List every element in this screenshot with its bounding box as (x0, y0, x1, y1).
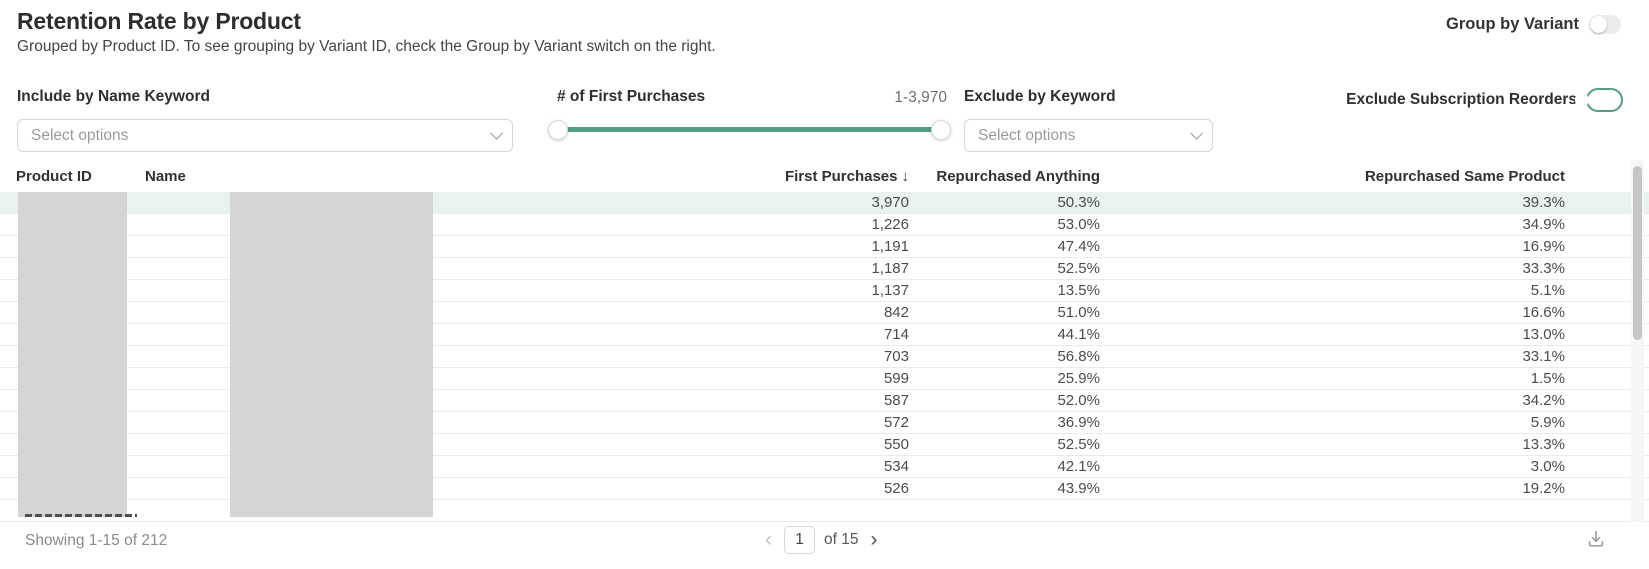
redaction-block-name (230, 192, 433, 517)
slider-track (557, 127, 947, 132)
slider-handle-max[interactable] (931, 120, 951, 140)
chevron-down-icon (1190, 127, 1203, 140)
filters-row: Include by Name Keyword Select options #… (0, 88, 1649, 156)
group-by-variant-control: Group by Variant (1446, 15, 1621, 34)
include-keyword-filter: Include by Name Keyword Select options (17, 88, 513, 152)
slider-handle-min[interactable] (548, 120, 568, 140)
cell-repurchased-same-product: 34.2% (1522, 392, 1565, 409)
exclude-keyword-filter: Exclude by Keyword Select options (964, 88, 1213, 152)
exclude-subscription-toggle[interactable] (1575, 88, 1623, 112)
cell-repurchased-same-product: 13.0% (1522, 326, 1565, 343)
pagination: ‹ of 15 › (762, 526, 880, 554)
column-header-product-id[interactable]: Product ID (16, 167, 92, 185)
cell-first-purchases: 1,191 (871, 238, 909, 255)
select-placeholder: Select options (31, 126, 129, 144)
scrollbar-thumb[interactable] (1633, 166, 1642, 340)
page-number-input[interactable] (784, 526, 815, 554)
exclude-keyword-select[interactable]: Select options (964, 119, 1213, 152)
cell-repurchased-anything: 25.9% (1057, 370, 1100, 387)
cell-first-purchases: 3,970 (871, 194, 909, 211)
cell-repurchased-anything: 36.9% (1057, 414, 1100, 431)
sort-descending-icon: ↓ (901, 167, 910, 185)
cell-first-purchases: 587 (883, 392, 909, 409)
exclude-subscription-label: Exclude Subscription Reorders (1346, 91, 1577, 108)
cell-first-purchases: 1,137 (871, 282, 909, 299)
cell-repurchased-anything: 52.5% (1057, 436, 1100, 453)
cell-repurchased-same-product: 16.6% (1522, 304, 1565, 321)
cell-repurchased-anything: 52.0% (1057, 392, 1100, 409)
cell-first-purchases: 842 (883, 304, 909, 321)
cell-repurchased-same-product: 33.1% (1522, 348, 1565, 365)
cell-repurchased-anything: 47.4% (1057, 238, 1100, 255)
cell-repurchased-same-product: 34.9% (1522, 216, 1565, 233)
column-header-first-purchases[interactable]: First Purchases ↓ (784, 167, 910, 185)
column-header-name[interactable]: Name (145, 167, 186, 185)
cell-first-purchases: 1,226 (871, 216, 909, 233)
cell-repurchased-same-product: 33.3% (1522, 260, 1565, 277)
previous-page-button[interactable]: ‹ (765, 528, 772, 551)
cell-repurchased-same-product: 13.3% (1522, 436, 1565, 453)
first-purchases-label: # of First Purchases (557, 88, 706, 105)
cell-first-purchases: 1,187 (871, 260, 909, 277)
select-placeholder: Select options (978, 126, 1076, 144)
cell-repurchased-anything: 52.5% (1057, 260, 1100, 277)
cell-first-purchases: 526 (883, 480, 909, 497)
page-count-text: of 15 (824, 531, 859, 548)
download-button[interactable] (1585, 528, 1607, 550)
exclude-subscription-control: Exclude Subscription Reorders (1346, 88, 1623, 112)
column-header-repurchased-anything[interactable]: Repurchased Anything (936, 167, 1100, 185)
include-keyword-select[interactable]: Select options (17, 119, 513, 152)
next-page-button[interactable]: › (870, 528, 878, 551)
cell-first-purchases: 550 (883, 436, 909, 453)
cell-repurchased-anything: 44.1% (1057, 326, 1100, 343)
cell-repurchased-same-product: 3.0% (1530, 458, 1565, 475)
table-body: 3,970 50.3% 39.3% 1,226 53.0% 34.9% 1,19… (0, 192, 1649, 522)
cell-repurchased-anything: 56.8% (1057, 348, 1100, 365)
cell-repurchased-anything: 53.0% (1057, 216, 1100, 233)
page-title: Retention Rate by Product (17, 8, 301, 34)
cell-first-purchases: 714 (883, 326, 909, 343)
vertical-scrollbar[interactable] (1631, 160, 1644, 522)
cell-repurchased-same-product: 16.9% (1522, 238, 1565, 255)
group-by-variant-label: Group by Variant (1446, 15, 1579, 33)
cell-repurchased-anything: 51.0% (1057, 304, 1100, 321)
cell-first-purchases: 572 (883, 414, 909, 431)
cell-repurchased-same-product: 19.2% (1522, 480, 1565, 497)
cell-first-purchases: 599 (883, 370, 909, 387)
group-by-variant-toggle[interactable] (1589, 15, 1621, 34)
chevron-down-icon (490, 127, 503, 140)
page-subtitle: Grouped by Product ID. To see grouping b… (17, 38, 716, 55)
cell-first-purchases: 534 (883, 458, 909, 475)
toggle-knob (1575, 93, 1589, 107)
cell-repurchased-same-product: 5.9% (1530, 414, 1565, 431)
first-purchases-filter: # of First Purchases 1-3,970 (548, 88, 951, 140)
table-header: Product ID Name First Purchases ↓ Repurch… (0, 160, 1649, 192)
cell-repurchased-anything: 13.5% (1057, 282, 1100, 299)
download-icon (1588, 530, 1604, 547)
redaction-block-product-id (18, 192, 127, 517)
cell-first-purchases: 703 (883, 348, 909, 365)
first-purchases-range-value: 1-3,970 (894, 89, 947, 106)
cell-repurchased-same-product: 5.1% (1530, 282, 1565, 299)
clipped-product-id-sliver (25, 513, 137, 517)
cell-repurchased-anything: 42.1% (1057, 458, 1100, 475)
first-purchases-range-slider[interactable] (548, 120, 951, 141)
toggle-knob (1590, 16, 1607, 33)
exclude-keyword-label: Exclude by Keyword (964, 88, 1116, 105)
cell-repurchased-anything: 50.3% (1057, 194, 1100, 211)
cell-repurchased-same-product: 39.3% (1522, 194, 1565, 211)
table-footer: Showing 1-15 of 212 ‹ of 15 › (0, 522, 1649, 569)
column-header-repurchased-same-product[interactable]: Repurchased Same Product (1364, 167, 1565, 185)
cell-repurchased-same-product: 1.5% (1530, 370, 1565, 387)
include-keyword-label: Include by Name Keyword (17, 88, 210, 105)
cell-repurchased-anything: 43.9% (1057, 480, 1100, 497)
showing-count-text: Showing 1-15 of 212 (25, 532, 168, 549)
